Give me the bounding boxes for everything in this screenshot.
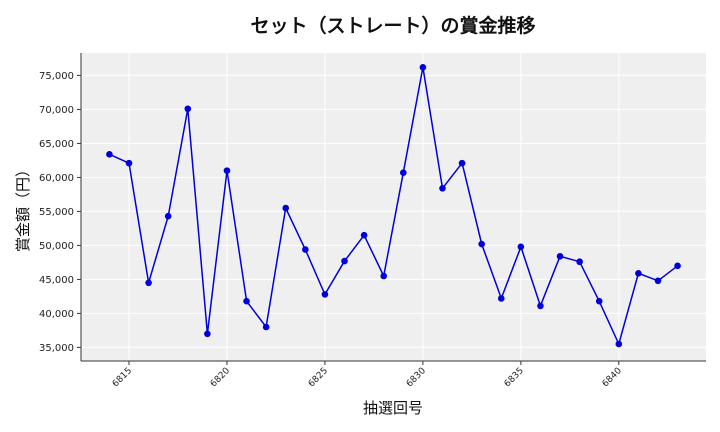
chart-title: セット（ストレート）の賞金推移 bbox=[250, 14, 535, 37]
data-point bbox=[654, 277, 662, 285]
data-point bbox=[360, 231, 368, 239]
data-point bbox=[204, 330, 211, 338]
x-tick-label: 6825 bbox=[307, 366, 330, 389]
data-point bbox=[576, 258, 583, 266]
data-point bbox=[517, 243, 525, 251]
data-point bbox=[145, 279, 152, 287]
data-point bbox=[282, 204, 290, 212]
data-point bbox=[243, 297, 250, 305]
x-axis-ticks: 6815 6820 6825 6830 6835 6840 bbox=[111, 361, 624, 389]
y-tick-label: 45,000 bbox=[39, 275, 74, 286]
data-point bbox=[674, 262, 681, 270]
data-point bbox=[184, 105, 192, 113]
data-point bbox=[537, 302, 544, 310]
y-tick-label: 40,000 bbox=[39, 309, 74, 320]
x-tick-label: 6840 bbox=[601, 366, 624, 389]
y-tick-label: 50,000 bbox=[39, 241, 74, 252]
axes bbox=[80, 53, 706, 362]
y-tick-label: 35,000 bbox=[39, 343, 74, 354]
y-tick-label: 60,000 bbox=[39, 173, 74, 184]
y-tick-label: 75,000 bbox=[39, 71, 74, 82]
x-tick-label: 6830 bbox=[405, 366, 428, 389]
y-axis-label: 賞金額（円） bbox=[14, 162, 32, 252]
y-tick-label: 55,000 bbox=[39, 207, 74, 218]
data-point bbox=[419, 63, 427, 71]
data-point bbox=[106, 151, 113, 158]
data-point bbox=[635, 269, 642, 277]
data-point bbox=[399, 169, 407, 176]
plot-background bbox=[81, 53, 706, 361]
data-point bbox=[497, 295, 505, 302]
x-tick-label: 6815 bbox=[111, 366, 134, 389]
series-group bbox=[106, 63, 681, 348]
data-point bbox=[458, 159, 466, 167]
data-point bbox=[615, 340, 623, 348]
data-point bbox=[125, 159, 133, 167]
y-tick-label: 65,000 bbox=[39, 139, 74, 150]
x-axis-label: 抽選回号 bbox=[363, 399, 423, 417]
x-tick-label: 6820 bbox=[209, 366, 232, 389]
data-point bbox=[556, 252, 564, 260]
data-point bbox=[321, 291, 329, 298]
data-point bbox=[439, 185, 446, 192]
y-tick-label: 70,000 bbox=[39, 105, 74, 116]
series-line bbox=[109, 67, 679, 347]
data-point bbox=[302, 246, 309, 253]
data-point bbox=[380, 272, 388, 280]
data-point bbox=[478, 240, 485, 248]
data-point bbox=[164, 212, 172, 220]
grid bbox=[81, 53, 706, 361]
data-point bbox=[262, 323, 270, 331]
data-point bbox=[595, 297, 603, 305]
y-axis-ticks: 35,000 40,000 45,000 50,000 55,000 60,000 65,0… bbox=[39, 71, 81, 354]
data-point bbox=[341, 257, 348, 265]
data-point bbox=[223, 167, 231, 174]
x-tick-label: 6835 bbox=[503, 366, 526, 389]
